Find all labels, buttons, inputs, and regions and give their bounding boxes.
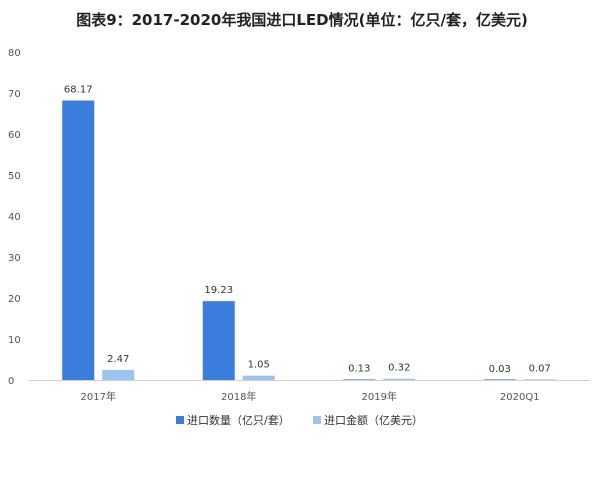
y-tick-label: 60: [8, 130, 21, 141]
data-label: 0.07: [529, 364, 551, 375]
data-label-box: [522, 360, 557, 376]
bar-quantity: [343, 379, 376, 380]
y-tick-label: 70: [8, 89, 21, 100]
data-label: 68.17: [64, 85, 93, 96]
data-label: 1.05: [248, 360, 270, 371]
y-tick-label: 30: [8, 253, 21, 264]
x-tick-label: 2019年: [362, 390, 397, 403]
legend-swatch: [176, 416, 184, 424]
x-axis: 2017年 2018年 2019年 2020Q1: [28, 380, 590, 403]
bar-amount: [102, 369, 135, 380]
x-tick-label: 2017年: [81, 390, 116, 403]
data-label: 0.13: [348, 363, 370, 374]
data-label: 0.32: [388, 363, 410, 374]
chart-title: 图表9：2017-2020年我国进口LED情况(单位：亿只/套，亿美元): [76, 11, 528, 29]
x-tick-label: 2020Q1: [500, 392, 540, 403]
y-tick-label: 0: [8, 376, 14, 387]
legend-swatch: [313, 416, 321, 424]
y-tick-label: 10: [8, 335, 21, 346]
data-label-box: [342, 360, 377, 376]
data-labels: 68.17 2.47 19.23 1.05 0.13 0.32 0.03 0.07: [58, 81, 557, 376]
y-tick-label: 80: [8, 48, 21, 59]
y-tick-label: 50: [8, 171, 21, 182]
data-label-box: [241, 356, 276, 372]
data-label-box: [198, 282, 239, 298]
legend-label: 进口数量（亿只/套）: [187, 414, 290, 427]
data-label: 2.47: [107, 354, 129, 365]
bar-amount: [242, 375, 275, 380]
legend-label: 进口金额（亿美元）: [324, 413, 423, 427]
bar-quantity: [202, 301, 235, 380]
y-tick-label: 40: [8, 212, 21, 223]
data-label: 0.03: [489, 364, 511, 375]
bar-quantity: [483, 379, 516, 380]
data-label-box: [382, 359, 417, 375]
y-axis: 0 10 20 30 40 50 60 70 80: [8, 48, 21, 387]
bar-amount: [383, 378, 416, 380]
data-label: 19.23: [204, 285, 233, 296]
data-label-box: [482, 360, 517, 376]
bar-amount: [523, 379, 556, 380]
legend: 进口数量（亿只/套） 进口金额（亿美元）: [176, 413, 423, 427]
data-label-box: [58, 81, 99, 97]
x-tick-label: 2018年: [221, 390, 256, 403]
y-tick-label: 20: [8, 294, 21, 305]
data-label-box: [101, 350, 136, 366]
bar-quantity: [62, 100, 95, 381]
bar-group: [62, 100, 556, 381]
